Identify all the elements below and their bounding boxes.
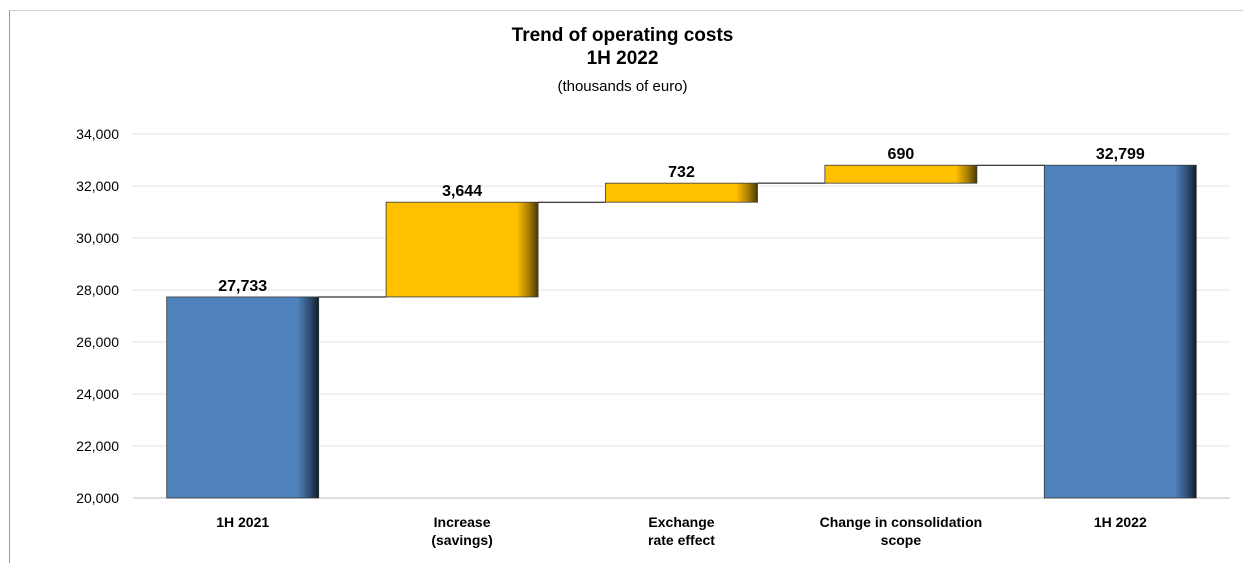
category-label: 1H 2022 [1094,514,1147,530]
chart-unit-label: (thousands of euro) [557,78,688,95]
data-label: 32,799 [1096,146,1145,163]
data-label: 732 [668,164,695,181]
bar-0 [166,296,320,499]
category-label: Increase [434,514,491,530]
chart-frame [9,10,1243,563]
data-label: 690 [888,146,915,163]
bar-1 [385,201,539,298]
y-tick-label: 26,000 [76,334,119,350]
category-label: scope [881,532,922,548]
chart-subtitle: 1H 2022 [586,48,659,69]
category-label: rate effect [648,532,715,548]
category-label: Change in consolidation [820,514,983,530]
y-tick-label: 22,000 [76,438,119,454]
category-label: (savings) [431,532,492,548]
y-tick-label: 32,000 [76,178,119,194]
y-tick-label: 24,000 [76,386,119,402]
y-tick-label: 30,000 [76,230,119,246]
y-tick-label: 28,000 [76,282,119,298]
category-label: 1H 2021 [216,514,269,530]
y-tick-label: 20,000 [76,490,119,506]
category-label: Exchange [648,514,714,530]
data-label: 3,644 [442,183,482,200]
bar-2 [605,182,758,203]
data-label: 27,733 [218,278,267,295]
bar-4 [1043,164,1197,499]
y-tick-label: 34,000 [76,126,119,142]
bar-3 [824,164,978,184]
chart-title: Trend of operating costs [511,25,734,46]
